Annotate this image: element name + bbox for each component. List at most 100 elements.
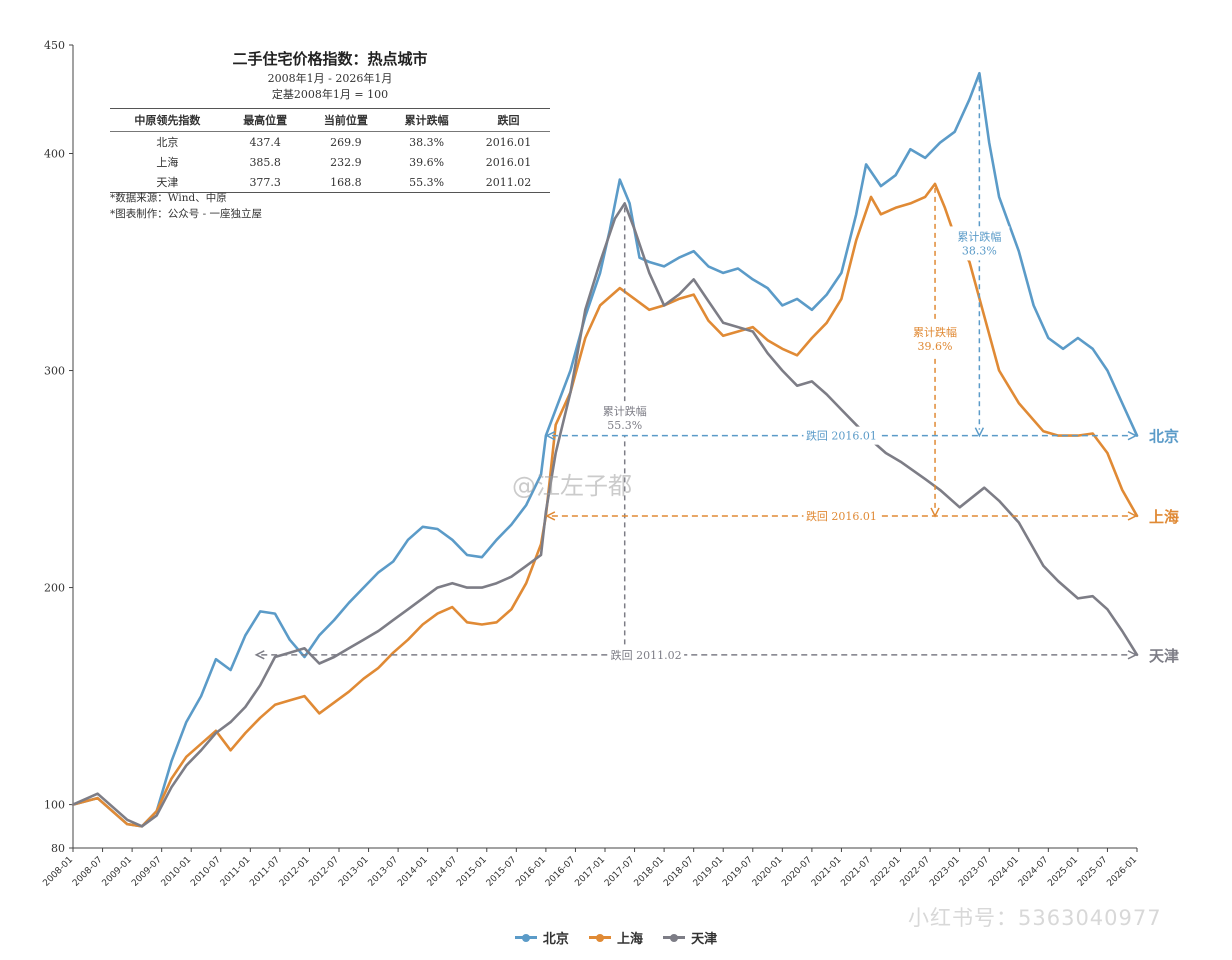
x-tick-label: 2023-01 bbox=[928, 855, 962, 889]
y-tick-label: 80 bbox=[51, 842, 65, 855]
series-line-北京 bbox=[71, 71, 1139, 828]
legend-label: 天津 bbox=[691, 932, 718, 947]
drop-value-天津: 55.3% bbox=[607, 419, 642, 432]
table-header-cell: 当前位置 bbox=[305, 108, 387, 132]
return-arrow-left-北京 bbox=[545, 430, 556, 441]
x-tick-label: 2016-01 bbox=[514, 855, 548, 889]
x-tick-label: 2019-01 bbox=[692, 855, 726, 889]
x-tick-label: 2014-07 bbox=[426, 855, 460, 889]
table-cell: 168.8 bbox=[305, 172, 387, 193]
x-tick-label: 2009-01 bbox=[101, 855, 135, 889]
table-row: 上海 385.8 232.9 39.6% 2016.01 bbox=[110, 152, 550, 172]
x-tick-label: 2022-01 bbox=[869, 855, 903, 889]
end-label-上海: 上海 bbox=[1149, 508, 1179, 526]
end-label-天津: 天津 bbox=[1149, 647, 1179, 665]
y-tick-label: 400 bbox=[44, 148, 65, 161]
end-label-北京: 北京 bbox=[1149, 428, 1179, 446]
table-cell: 39.6% bbox=[409, 155, 445, 169]
summary-table-header: 中原领先指数 最高位置 当前位置 累计跌幅 跌回 bbox=[110, 108, 550, 132]
table-cell: 2016.01 bbox=[485, 155, 532, 169]
table-cell: 385.8 bbox=[249, 155, 281, 169]
watermark-weibo: @江左子都 bbox=[512, 472, 632, 500]
legend-label: 北京 bbox=[542, 932, 569, 947]
x-tick-label: 2020-07 bbox=[780, 855, 814, 889]
return-arrow-right-天津 bbox=[1127, 650, 1138, 660]
drop-label-北京: 累计跌幅 bbox=[957, 229, 1001, 243]
x-tick-label: 2014-01 bbox=[396, 855, 430, 889]
x-tick-label: 2020-01 bbox=[751, 855, 785, 889]
x-tick-label: 2011-07 bbox=[248, 855, 282, 889]
return-label-bg bbox=[803, 426, 880, 445]
x-tick-label: 2024-01 bbox=[987, 855, 1021, 889]
legend-item-tianjin: 天津 bbox=[663, 928, 717, 947]
chart-title: 二手住宅价格指数：热点城市 bbox=[232, 50, 428, 68]
legend-swatch-shanghai bbox=[588, 933, 611, 942]
drop-label-天津: 累计跌幅 bbox=[603, 404, 647, 418]
table-header-cell: 最高位置 bbox=[224, 108, 306, 132]
y-tick-label: 450 bbox=[44, 39, 65, 52]
return-arrow-left-天津 bbox=[254, 650, 265, 660]
x-tick-label: 2015-07 bbox=[485, 855, 519, 889]
table-cell: 北京 bbox=[156, 136, 179, 149]
x-tick-label: 2022-07 bbox=[899, 855, 933, 889]
chart-subtitle-period: 2008年1月 - 2026年1月 bbox=[267, 72, 393, 85]
return-arrow-right-北京 bbox=[1127, 430, 1138, 441]
x-tick-label: 2011-01 bbox=[219, 855, 253, 889]
x-tick-label: 2012-01 bbox=[278, 855, 312, 889]
return-arrow-left-上海 bbox=[545, 511, 556, 521]
table-header-cell: 跌回 bbox=[466, 108, 550, 132]
summary-table: 中原领先指数 最高位置 当前位置 累计跌幅 跌回 北京 437.4 269.9 … bbox=[110, 108, 550, 193]
return-label-bg bbox=[803, 506, 880, 525]
x-tick-label: 2025-07 bbox=[1076, 855, 1110, 889]
table-row: 天津 377.3 168.8 55.3% 2011.02 bbox=[110, 172, 550, 193]
table-cell: 437.4 bbox=[249, 135, 281, 149]
x-tick-label: 2010-01 bbox=[160, 855, 194, 889]
author-note: *图表制作：公众号 - 一座独立屋 bbox=[110, 208, 262, 220]
table-cell: 377.3 bbox=[224, 172, 306, 193]
chart-legend: 北京 上海 天津 bbox=[0, 928, 1232, 947]
table-cell: 2011.02 bbox=[466, 172, 550, 193]
x-tick-label: 2019-07 bbox=[721, 855, 755, 889]
x-tick-label: 2017-01 bbox=[573, 855, 607, 889]
series-line-上海 bbox=[71, 182, 1139, 828]
x-tick-label: 2025-01 bbox=[1046, 855, 1080, 889]
drop-value-北京: 38.3% bbox=[962, 244, 997, 257]
drop-value-上海: 39.6% bbox=[918, 340, 953, 353]
table-cell: 上海 bbox=[156, 156, 179, 169]
x-tick-label: 2012-07 bbox=[307, 855, 341, 889]
table-row: 北京 437.4 269.9 38.3% 2016.01 bbox=[110, 132, 550, 153]
return-label-上海: 跌回 2016.01 bbox=[806, 509, 877, 523]
x-tick-label: 2009-07 bbox=[130, 855, 164, 889]
y-tick-label: 200 bbox=[44, 582, 65, 595]
legend-item-beijing: 北京 bbox=[514, 928, 569, 947]
x-tick-label: 2013-07 bbox=[367, 855, 401, 889]
legend-item-shanghai: 上海 bbox=[588, 928, 643, 947]
x-tick-label: 2008-07 bbox=[71, 855, 105, 889]
drop-arrow-上海 bbox=[930, 507, 940, 518]
watermark-xiaohongshu: 小红书号：5363040977 bbox=[908, 906, 1162, 930]
x-tick-label: 2021-07 bbox=[839, 855, 873, 889]
y-tick-label: 100 bbox=[44, 799, 65, 812]
legend-swatch-beijing bbox=[514, 933, 537, 942]
x-tick-label: 2013-01 bbox=[337, 855, 371, 889]
drop-label-bg bbox=[949, 226, 1010, 261]
series-line-天津 bbox=[71, 202, 1139, 828]
return-label-北京: 跌回 2016.01 bbox=[806, 429, 877, 443]
x-tick-label: 2021-01 bbox=[810, 855, 844, 889]
x-tick-label: 2010-07 bbox=[189, 855, 223, 889]
return-arrow-right-上海 bbox=[1127, 511, 1138, 521]
drop-label-上海: 累计跌幅 bbox=[913, 325, 957, 339]
table-cell: 269.9 bbox=[330, 135, 362, 149]
x-tick-label: 2026-01 bbox=[1105, 855, 1139, 889]
return-label-天津: 跌回 2011.02 bbox=[611, 648, 682, 662]
drop-label-bg bbox=[905, 321, 966, 356]
table-header-cell: 中原领先指数 bbox=[110, 108, 225, 132]
x-tick-label: 2016-07 bbox=[544, 855, 578, 889]
table-header-cell: 累计跌幅 bbox=[386, 108, 467, 132]
legend-swatch-tianjin bbox=[663, 933, 686, 942]
x-tick-label: 2018-01 bbox=[633, 855, 667, 889]
chart-subtitle-base: 定基2008年1月 = 100 bbox=[271, 88, 389, 101]
table-cell: 38.3% bbox=[409, 135, 445, 149]
table-cell: 232.9 bbox=[330, 155, 362, 169]
